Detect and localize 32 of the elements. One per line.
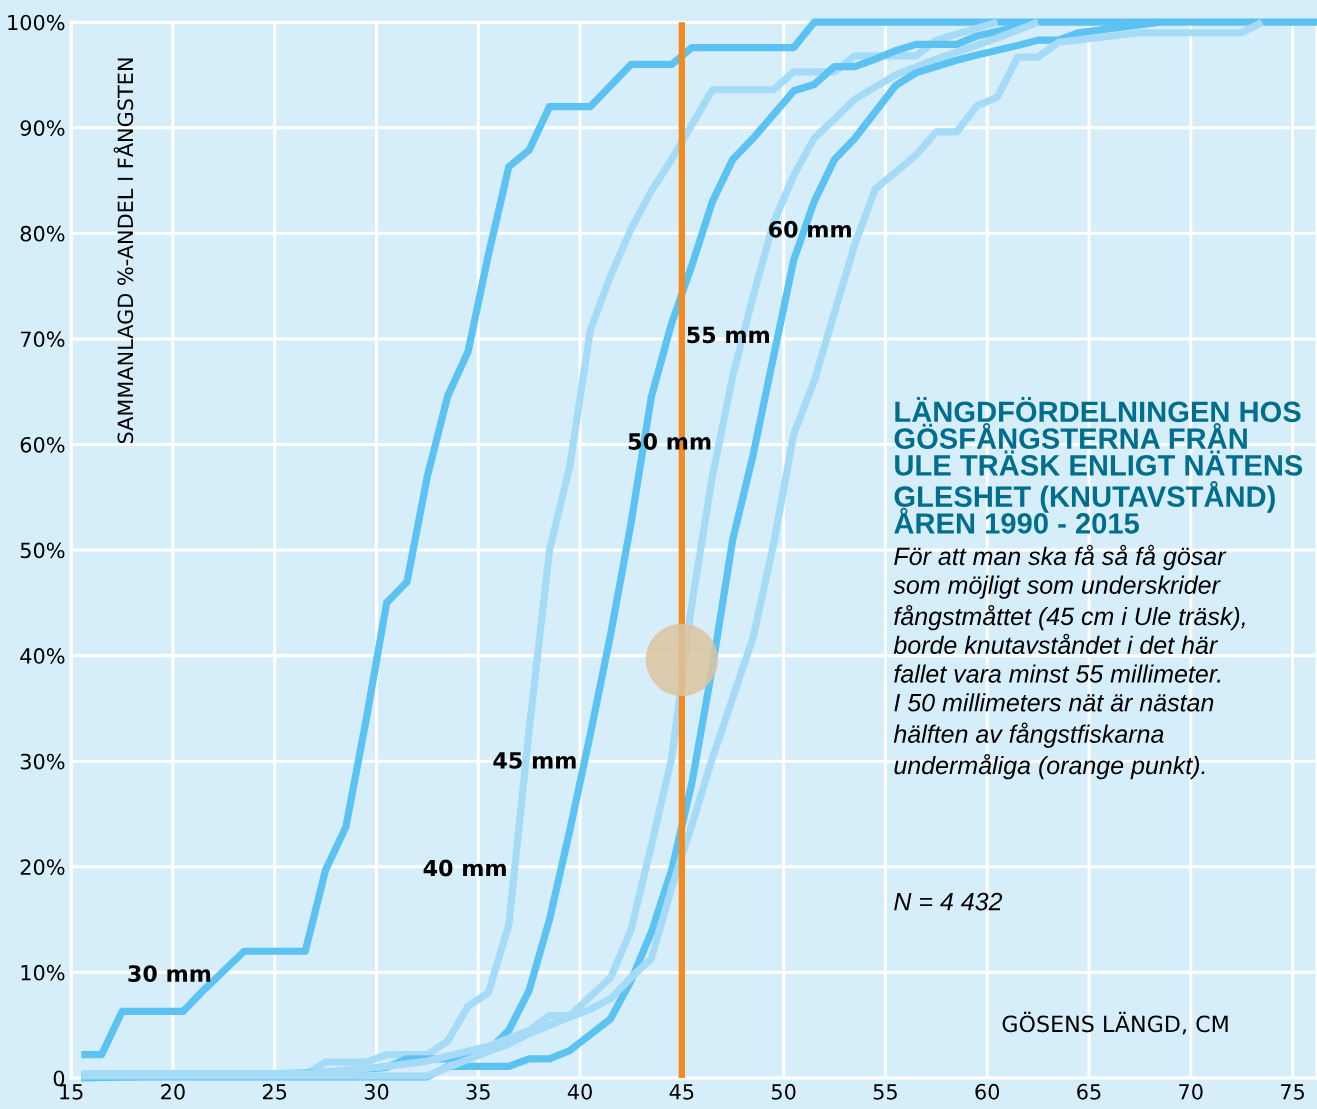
x-tick-label: 75 [1281,1084,1305,1100]
x-axis-title: GÖSENS LÄNGD, CM [1002,1011,1228,1035]
x-tick-label: 60 [975,1083,1000,1100]
x-tick-label: 65 [1077,1083,1101,1100]
x-tick-label: 35 [466,1083,490,1100]
series-label: 55 mm [687,326,769,344]
y-tick-label: 90% [20,120,65,136]
series-label: 40 mm [423,859,506,877]
x-tick-label: 50 [771,1083,796,1100]
x-tick-label: 30 [364,1083,389,1100]
y-axis-title: SAMMANLAGD %-ANDEL I FÅNGSTEN [113,58,134,444]
y-tick-label: 80% [20,225,65,242]
x-tick-label: 25 [262,1083,287,1100]
series-label: 60 mm [769,220,851,238]
y-tick-label: 30% [20,753,65,770]
x-tick-label: 45 [669,1084,694,1100]
y-tick-label: 70% [20,331,65,348]
series-label: 45 mm [493,752,576,769]
y-tick-label: 60% [20,436,65,453]
x-tick-label: 40 [567,1083,592,1100]
x-tick-label: 70 [1179,1083,1203,1100]
y-tick-label: 20% [20,859,65,876]
y-tick-label: 40% [20,648,65,664]
series-label: 30 mm [128,965,211,982]
y-tick-label: 100% [8,14,65,31]
text: För att man ska få så få gösar som möjligt som underskrider fångstmåttet (45 cm i Ule träsk), borde knutavståndet i det här fallet vara minst 55 millimeter. I 50 millimeters nät är nästan hälften av fångstfiskarna undermåliga (orange punkt). [893,544,1245,780]
y-tick-label: 50% [20,542,65,559]
x-tick-label: 20 [161,1083,185,1100]
x-tick-label: 55 [873,1084,897,1100]
text: LÄNGDFÖRDELNINGEN HOS GÖSFÅNGSTERNA FRÅN ULE TRÄSK ENLIGT NÄTENS GLESHET (KNUTAVSTÅND) ÅREN 1990 - 2015 [894,396,1303,534]
y-tick-label: 10% [21,964,65,981]
annotation: N = 4 432 [894,892,1003,911]
